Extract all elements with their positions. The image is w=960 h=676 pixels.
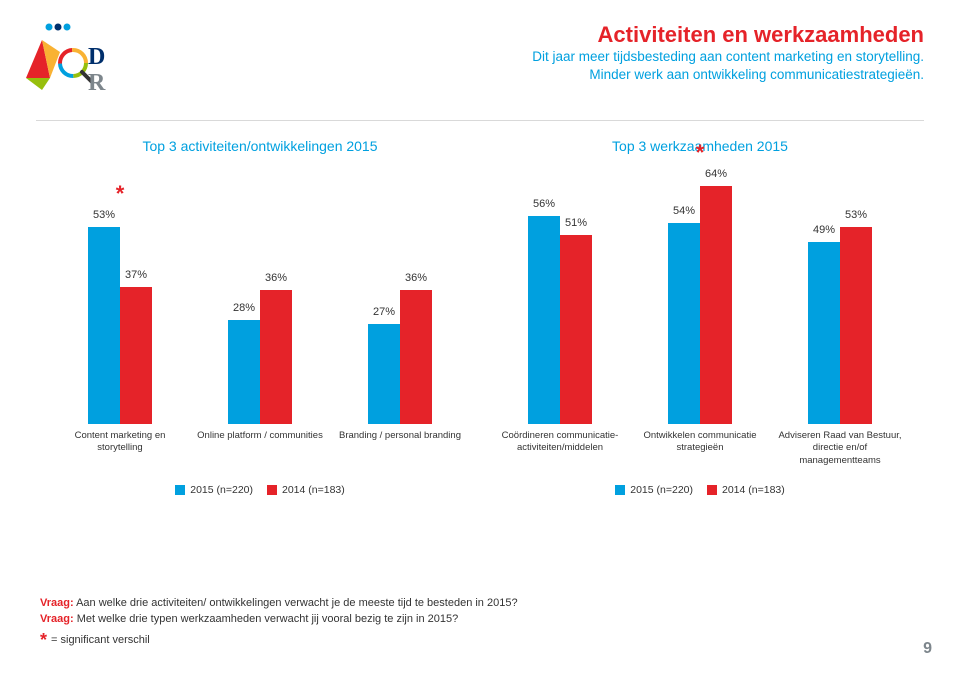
bar-value-label: 28% — [233, 302, 255, 314]
subtitle-line1: Dit jaar meer tijdsbesteding aan content… — [532, 48, 924, 66]
chart-left-categories: Content marketing en storytellingOnline … — [40, 424, 480, 478]
bar-pair: 49%53% — [770, 164, 910, 424]
significance-note: *= significant verschil — [40, 632, 920, 649]
legend-item-2014: 2014 (n=183) — [267, 484, 345, 496]
bar-value-label: 27% — [373, 306, 395, 318]
chart-left-legend: 2015 (n=220) 2014 (n=183) — [40, 484, 480, 496]
bar-group: 28%36% — [190, 164, 330, 424]
significance-star: * — [696, 142, 705, 164]
chart-right: Top 3 werkzaamheden 2015 56%51%*54%64%49… — [480, 138, 920, 528]
bar-b: 51% — [560, 235, 592, 424]
chart-right-bars: 56%51%*54%64%49%53% — [480, 164, 920, 424]
logo-letter-d: D — [88, 44, 105, 70]
bar-group: 27%36% — [330, 164, 470, 424]
category-label: Coördineren communicatie-activiteiten/mi… — [490, 430, 630, 478]
page-number: 9 — [923, 640, 932, 658]
bar-value-label: 36% — [405, 272, 427, 284]
legend-swatch-a — [615, 485, 625, 495]
chart-right-legend: 2015 (n=220) 2014 (n=183) — [480, 484, 920, 496]
chart-left-bars: *53%37%28%36%27%36% — [40, 164, 480, 424]
question-text: Aan welke drie activiteiten/ ontwikkelin… — [74, 597, 518, 609]
legend-label-a: 2015 (n=220) — [190, 484, 253, 496]
bar-b: 37% — [120, 287, 152, 424]
bar-pair: 27%36% — [330, 164, 470, 424]
chart-right-categories: Coördineren communicatie-activiteiten/mi… — [480, 424, 920, 478]
divider — [36, 120, 924, 121]
bar-group: *54%64% — [630, 164, 770, 424]
bar-group: 49%53% — [770, 164, 910, 424]
question-text: Met welke drie typen werkzaamheden verwa… — [74, 613, 459, 625]
bar-b: 64% — [700, 186, 732, 424]
bar-a: 27% — [368, 324, 400, 424]
page-title: Activiteiten en werkzaamheden — [532, 22, 924, 48]
bar-pair: 54%64% — [630, 164, 770, 424]
bar-a: 53% — [88, 227, 120, 424]
chart-left-title: Top 3 activiteiten/ontwikkelingen 2015 — [40, 138, 480, 154]
logo-tri3 — [26, 78, 50, 90]
bar-a: 49% — [808, 242, 840, 424]
bar-b: 36% — [260, 290, 292, 424]
bar-value-label: 49% — [813, 224, 835, 236]
category-label: Online platform / communities — [190, 430, 330, 478]
logo-dot2 — [55, 24, 62, 31]
logo: D R — [22, 18, 112, 108]
bar-a: 56% — [528, 216, 560, 424]
subtitle-line2: Minder werk aan ontwikkeling communicati… — [532, 66, 924, 84]
bar-value-label: 51% — [565, 217, 587, 229]
bar-value-label: 54% — [673, 205, 695, 217]
bar-pair: 56%51% — [490, 164, 630, 424]
legend-item-2015: 2015 (n=220) — [175, 484, 253, 496]
legend-item-2015: 2015 (n=220) — [615, 484, 693, 496]
bar-value-label: 56% — [533, 198, 555, 210]
bar-a: 28% — [228, 320, 260, 424]
legend-swatch-a — [175, 485, 185, 495]
legend-label-b: 2014 (n=183) — [282, 484, 345, 496]
significance-text: = significant verschil — [51, 634, 150, 646]
category-label: Content marketing en storytelling — [50, 430, 190, 478]
bar-pair: 28%36% — [190, 164, 330, 424]
question-label: Vraag: — [40, 613, 74, 625]
asterisk-icon: * — [40, 630, 51, 650]
bar-a: 54% — [668, 223, 700, 424]
logo-dot1 — [46, 24, 53, 31]
category-label: Adviseren Raad van Bestuur, directie en/… — [770, 430, 910, 478]
header: Activiteiten en werkzaamheden Dit jaar m… — [532, 22, 924, 84]
charts-area: Top 3 activiteiten/ontwikkelingen 2015 *… — [40, 138, 920, 528]
question-label: Vraag: — [40, 597, 74, 609]
category-label: Branding / personal branding — [330, 430, 470, 478]
logo-letter-r: R — [88, 70, 106, 96]
bar-group: *53%37% — [50, 164, 190, 424]
legend-swatch-b — [267, 485, 277, 495]
legend-item-2014: 2014 (n=183) — [707, 484, 785, 496]
bar-value-label: 36% — [265, 272, 287, 284]
bar-value-label: 64% — [705, 168, 727, 180]
bar-value-label: 53% — [93, 209, 115, 221]
category-label: Ontwikkelen communicatie strategieën — [630, 430, 770, 478]
bar-group: 56%51% — [490, 164, 630, 424]
question-1: Vraag: Aan welke drie activiteiten/ ontw… — [40, 595, 920, 612]
bar-b: 36% — [400, 290, 432, 424]
bar-value-label: 37% — [125, 269, 147, 281]
bar-value-label: 53% — [845, 209, 867, 221]
logo-dot3 — [64, 24, 71, 31]
footer: Vraag: Aan welke drie activiteiten/ ontw… — [40, 595, 920, 649]
significance-star: * — [116, 183, 125, 205]
chart-left: Top 3 activiteiten/ontwikkelingen 2015 *… — [40, 138, 480, 528]
legend-label-a: 2015 (n=220) — [630, 484, 693, 496]
legend-label-b: 2014 (n=183) — [722, 484, 785, 496]
question-2: Vraag: Met welke drie typen werkzaamhede… — [40, 611, 920, 628]
bar-b: 53% — [840, 227, 872, 424]
legend-swatch-b — [707, 485, 717, 495]
